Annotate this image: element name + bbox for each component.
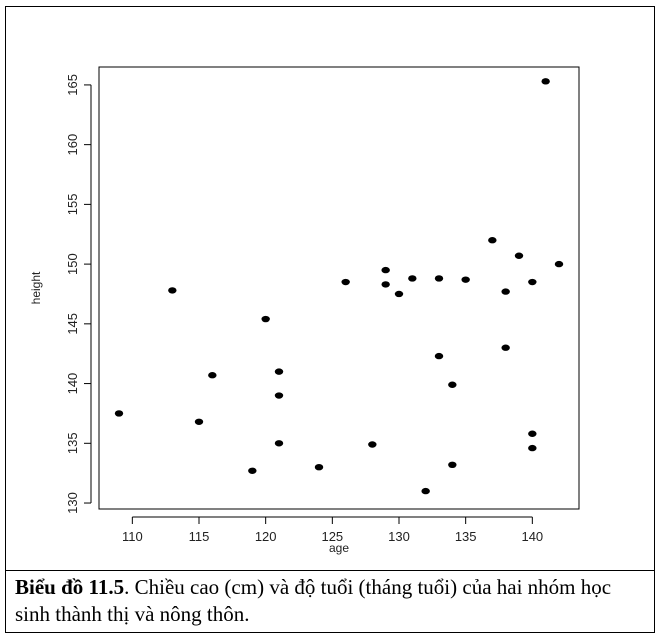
data-point bbox=[554, 260, 564, 268]
data-point bbox=[194, 418, 204, 425]
data-point bbox=[408, 275, 417, 282]
x-tick-label: 120 bbox=[255, 529, 277, 544]
scatter-chart: 110 115 120 125 130 135 140 130 135 140 145 150 155… bbox=[29, 66, 580, 555]
figure-caption: Biểu đồ 11.5. Chiều cao (cm) và độ tuổi … bbox=[15, 574, 651, 628]
plot-box bbox=[98, 66, 580, 510]
data-point bbox=[274, 440, 284, 447]
data-point bbox=[114, 410, 124, 417]
y-tick-label: 135 bbox=[65, 432, 80, 454]
data-point bbox=[208, 372, 217, 379]
x-tick-label: 110 bbox=[122, 529, 143, 544]
x-tick-label: 125 bbox=[321, 529, 343, 544]
x-axis-title: age bbox=[329, 541, 349, 555]
x-axis: 110 115 120 125 130 135 140 bbox=[122, 516, 543, 544]
y-tick-label: 130 bbox=[65, 492, 80, 514]
data-point bbox=[461, 276, 470, 283]
data-point bbox=[261, 315, 270, 323]
data-point bbox=[528, 444, 537, 452]
caption-text: . Chiều cao (cm) và độ tuổi (tháng tuổi)… bbox=[15, 575, 612, 626]
data-point bbox=[434, 275, 444, 282]
chart-area: 110 115 120 125 130 135 140 130 135 140 145 150 155… bbox=[6, 7, 654, 571]
data-point bbox=[368, 441, 377, 448]
y-tick-label: 140 bbox=[65, 373, 80, 395]
data-points bbox=[114, 78, 564, 495]
data-point bbox=[248, 467, 257, 474]
data-point bbox=[394, 290, 404, 298]
y-axis-title: height bbox=[29, 271, 43, 304]
y-tick-label: 150 bbox=[65, 253, 80, 275]
y-axis: 130 135 140 145 150 155 160 165 bbox=[65, 74, 92, 514]
data-point bbox=[341, 278, 350, 286]
data-point bbox=[314, 463, 324, 471]
caption-label: Biểu đồ 11.5 bbox=[15, 575, 125, 599]
data-point bbox=[381, 266, 390, 274]
data-point bbox=[274, 392, 284, 399]
data-point bbox=[381, 281, 390, 288]
data-point bbox=[488, 237, 497, 244]
data-point bbox=[448, 461, 457, 468]
data-point bbox=[274, 368, 284, 375]
x-tick-label: 140 bbox=[521, 529, 543, 544]
y-tick-label: 145 bbox=[65, 313, 80, 335]
y-tick-label: 165 bbox=[65, 74, 80, 96]
data-point bbox=[168, 287, 177, 294]
data-point bbox=[501, 344, 510, 351]
data-point bbox=[528, 430, 537, 437]
data-point bbox=[421, 487, 430, 495]
y-tick-label: 155 bbox=[65, 194, 80, 216]
figure-frame: 110 115 120 125 130 135 140 130 135 140 145 150 155… bbox=[5, 6, 655, 633]
data-point bbox=[434, 352, 444, 360]
data-point bbox=[501, 288, 510, 295]
data-point bbox=[514, 252, 524, 259]
x-tick-label: 130 bbox=[388, 529, 410, 544]
data-point bbox=[448, 381, 457, 388]
data-point bbox=[541, 78, 550, 85]
y-tick-label: 160 bbox=[65, 134, 80, 156]
data-point bbox=[528, 278, 537, 286]
x-tick-label: 115 bbox=[189, 529, 210, 544]
x-tick-label: 135 bbox=[455, 529, 477, 544]
